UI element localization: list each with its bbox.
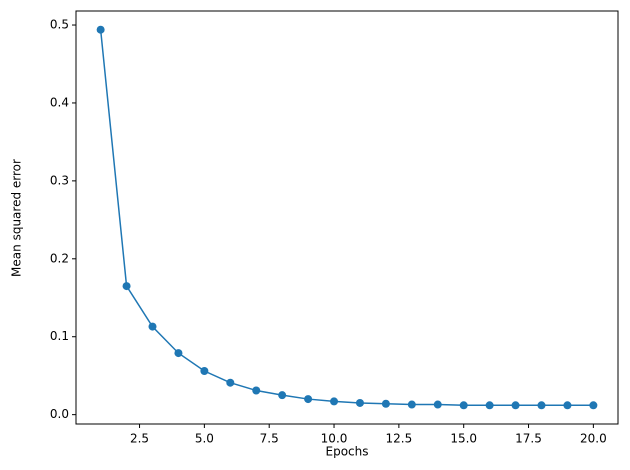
data-point bbox=[174, 349, 183, 358]
x-tick-label: 5.0 bbox=[195, 432, 214, 446]
data-point bbox=[226, 378, 235, 387]
data-point bbox=[537, 401, 546, 410]
data-point bbox=[148, 322, 157, 331]
x-tick-label: 12.5 bbox=[386, 432, 413, 446]
data-point bbox=[122, 282, 131, 291]
series-line bbox=[99, 29, 594, 407]
x-tick-label: 15.0 bbox=[450, 432, 477, 446]
y-tick-label: 0.3 bbox=[50, 173, 69, 187]
data-point bbox=[589, 401, 598, 410]
data-point bbox=[278, 391, 287, 400]
data-point bbox=[407, 400, 416, 409]
x-tick-label: 17.5 bbox=[515, 432, 542, 446]
data-point bbox=[200, 367, 209, 376]
data-point bbox=[330, 397, 339, 406]
y-tick-label: 0.2 bbox=[50, 251, 69, 265]
data-point bbox=[563, 401, 572, 410]
data-point bbox=[459, 401, 468, 410]
data-point bbox=[381, 399, 390, 408]
data-point bbox=[485, 401, 494, 410]
data-point bbox=[252, 386, 261, 395]
y-tick-label: 0.4 bbox=[50, 95, 69, 109]
data-point bbox=[355, 398, 364, 407]
data-point bbox=[433, 400, 442, 409]
data-point bbox=[304, 395, 313, 404]
x-tick-label: 7.5 bbox=[260, 432, 279, 446]
y-tick-label: 0.1 bbox=[50, 329, 69, 343]
data-point bbox=[96, 25, 105, 34]
plot-frame bbox=[75, 10, 619, 425]
x-tick-label: 10.0 bbox=[321, 432, 348, 446]
y-axis-label: Mean squared error bbox=[10, 159, 24, 277]
x-tick-label: 20.0 bbox=[580, 432, 607, 446]
y-tick-label: 0.0 bbox=[50, 407, 69, 421]
data-point bbox=[511, 401, 520, 410]
x-axis-label: Epochs bbox=[326, 445, 369, 459]
x-tick-label: 2.5 bbox=[130, 432, 149, 446]
y-tick-label: 0.5 bbox=[50, 18, 69, 32]
